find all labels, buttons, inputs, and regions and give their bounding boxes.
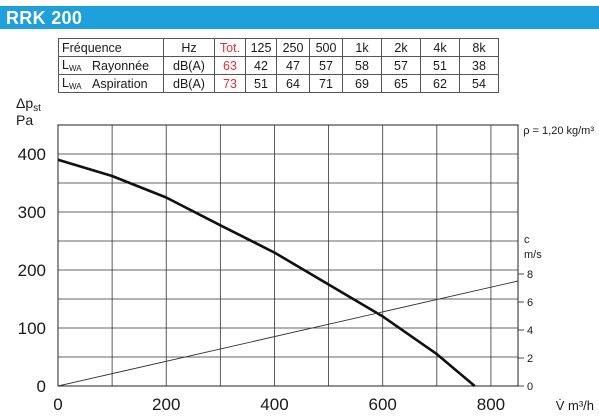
y-tick-label: 200: [18, 261, 46, 280]
product-title: RRK 200: [6, 8, 83, 28]
y-tick-label: 0: [37, 377, 46, 396]
x-tick-label: 800: [477, 395, 505, 414]
right-tick-label: 2: [527, 353, 533, 365]
y-tick-label: 100: [18, 319, 46, 338]
y-tick-label: 400: [18, 145, 46, 164]
y-axis-label: Δpst: [16, 95, 41, 114]
row-label-aspiration: Aspiration: [89, 74, 165, 93]
right-tick-label: 8: [527, 269, 533, 281]
value-cell: 64: [276, 74, 310, 93]
value-cell: 38: [459, 56, 499, 75]
value-cell: 69: [342, 74, 382, 93]
x-tick-label: 0: [53, 395, 62, 414]
x-tick-label: 400: [260, 395, 288, 414]
fan-curve: [57, 158, 476, 387]
y-tick-label: 300: [18, 203, 46, 222]
x-tick-label: 200: [152, 395, 180, 414]
value-cell: 42: [245, 56, 277, 75]
table-row-aspiration: LWA Aspiration dB(A) 73 51 64 71 69 65 6…: [58, 74, 499, 93]
lwa-symbol: L: [62, 58, 69, 72]
value-cell: 51: [420, 56, 460, 75]
row-label-rayonnee: Rayonnée: [89, 56, 165, 75]
lwa-symbol: L: [62, 76, 69, 90]
lwa-cell: LWA: [58, 74, 90, 93]
value-cell: 65: [381, 74, 421, 93]
right-axis-label: c: [524, 234, 530, 246]
lwa-subscript: WA: [68, 64, 82, 73]
x-axis-label: V̇ m³/h: [556, 398, 594, 413]
header-500: 500: [309, 38, 343, 57]
density-note: ρ = 1,20 kg/m³: [523, 125, 594, 137]
x-tick-label: 600: [369, 395, 397, 414]
value-cell: 71: [309, 74, 343, 93]
lwa-subscript: WA: [68, 82, 82, 91]
title-bar: RRK 200: [0, 6, 599, 29]
right-tick-label: 6: [527, 297, 533, 309]
right-tick-label: 0: [527, 381, 533, 393]
labels: Δpst Pa V̇ m³/h ρ = 1,20 kg/m³ c m/s 0 10…: [16, 95, 594, 414]
right-axis-unit: m/s: [524, 249, 542, 261]
y-axis-unit: Pa: [16, 112, 33, 128]
series: [57, 158, 519, 387]
header-8k: 8k: [459, 38, 499, 57]
right-tick-label: 4: [527, 325, 533, 337]
unit-cell: dB(A): [163, 74, 215, 93]
table-row-rayonnee: LWA Rayonnée dB(A) 63 42 47 57 58 57 51 …: [58, 56, 499, 75]
grid: [57, 124, 524, 387]
sound-power-table: Fréquence Hz Tot. 125 250 500 1k 2k 4k 8…: [58, 38, 499, 93]
value-cell: 54: [459, 74, 499, 93]
velocity-line: [57, 280, 519, 387]
plot-frame: [57, 124, 519, 387]
